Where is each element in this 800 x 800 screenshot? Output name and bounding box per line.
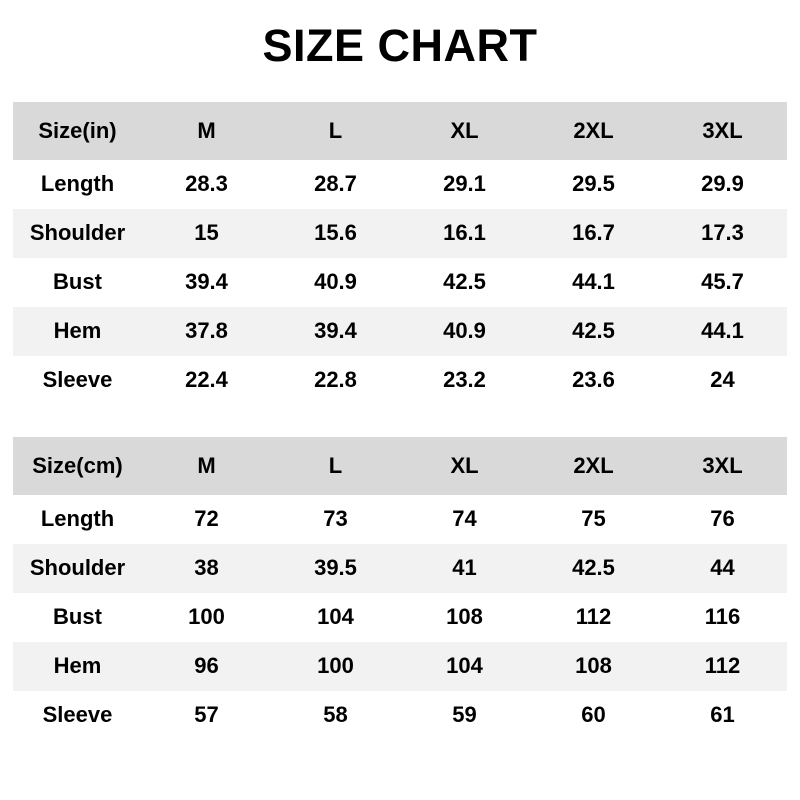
row-label-cell: Shoulder <box>29 555 126 581</box>
table-cell: 39.4 <box>185 269 228 295</box>
table-cell: 16.7 <box>572 220 615 246</box>
row-label-cell: Sleeve <box>42 702 113 728</box>
row-label-cell: Bust <box>53 604 102 630</box>
table-cell: 61 <box>710 702 735 728</box>
table-cell: 29.5 <box>572 171 615 197</box>
header-cell-unit: Size(cm) <box>32 452 123 478</box>
table-header-row: Size(cm) M L XL 2XL 3XL <box>13 436 787 495</box>
table-cell: 60 <box>581 702 606 728</box>
table-cell: 58 <box>323 702 348 728</box>
table-row-bust: Bust 39.4 40.9 42.5 44.1 45.7 <box>13 257 787 307</box>
table-cell: 59 <box>452 702 477 728</box>
table-cell: 22.8 <box>314 367 357 393</box>
row-label-cell: Bust <box>53 269 102 295</box>
row-label-cell: Hem <box>53 318 102 344</box>
table-row-length: Length 28.3 28.7 29.1 29.5 29.9 <box>13 159 787 209</box>
table-cell: 44.1 <box>701 318 744 344</box>
table-row-hem: Hem 37.8 39.4 40.9 42.5 44.1 <box>13 306 787 356</box>
header-cell-size-3xl: 3XL <box>702 452 743 478</box>
header-cell-size-2xl: 2XL <box>573 117 614 143</box>
size-table-cm: Size(cm) M L XL 2XL 3XL Length 72 73 74 … <box>13 436 787 740</box>
table-cell: 100 <box>188 604 225 630</box>
table-cell: 44 <box>710 555 735 581</box>
size-table-inches: Size(in) M L XL 2XL 3XL Length 28.3 28.7… <box>13 101 787 405</box>
table-cell: 29.9 <box>701 171 744 197</box>
table-row-hem: Hem 96 100 104 108 112 <box>13 641 787 691</box>
table-row-sleeve: Sleeve 57 58 59 60 61 <box>13 690 787 740</box>
row-label-cell: Length <box>40 171 115 197</box>
row-label-cell: Sleeve <box>42 367 113 393</box>
header-cell-size-m: M <box>197 117 216 143</box>
table-cell: 15.6 <box>314 220 357 246</box>
header-cell-size-l: L <box>328 117 343 143</box>
table-cell: 42.5 <box>572 318 615 344</box>
table-cell: 76 <box>710 506 735 532</box>
table-cell: 24 <box>710 367 735 393</box>
table-cell: 39.5 <box>314 555 357 581</box>
table-header-row: Size(in) M L XL 2XL 3XL <box>13 101 787 160</box>
table-cell: 104 <box>446 653 483 679</box>
table-cell: 73 <box>323 506 348 532</box>
header-cell-unit: Size(in) <box>38 117 117 143</box>
table-cell: 39.4 <box>314 318 357 344</box>
header-cell-size-3xl: 3XL <box>702 117 743 143</box>
table-cell: 28.7 <box>314 171 357 197</box>
table-cell: 42.5 <box>443 269 486 295</box>
table-cell: 108 <box>446 604 483 630</box>
table-cell: 104 <box>317 604 354 630</box>
table-cell: 29.1 <box>443 171 486 197</box>
table-row-sleeve: Sleeve 22.4 22.8 23.2 23.6 24 <box>13 355 787 405</box>
header-cell-size-l: L <box>328 452 343 478</box>
table-cell: 37.8 <box>185 318 228 344</box>
table-cell: 75 <box>581 506 606 532</box>
table-row-bust: Bust 100 104 108 112 116 <box>13 592 787 642</box>
table-cell: 72 <box>194 506 219 532</box>
table-cell: 40.9 <box>314 269 357 295</box>
table-cell: 112 <box>575 604 612 630</box>
table-cell: 108 <box>575 653 612 679</box>
table-cell: 42.5 <box>572 555 615 581</box>
table-cell: 57 <box>194 702 219 728</box>
table-cell: 44.1 <box>572 269 615 295</box>
header-cell-size-xl: XL <box>450 117 479 143</box>
table-row-shoulder: Shoulder 15 15.6 16.1 16.7 17.3 <box>13 208 787 258</box>
table-cell: 41 <box>452 555 477 581</box>
table-cell: 17.3 <box>701 220 744 246</box>
row-label-cell: Length <box>40 506 115 532</box>
table-row-length: Length 72 73 74 75 76 <box>13 494 787 544</box>
table-cell: 40.9 <box>443 318 486 344</box>
table-cell: 22.4 <box>185 367 228 393</box>
table-cell: 45.7 <box>701 269 744 295</box>
table-cell: 96 <box>194 653 219 679</box>
header-cell-size-2xl: 2XL <box>573 452 614 478</box>
table-cell: 23.2 <box>443 367 486 393</box>
table-cell: 28.3 <box>185 171 228 197</box>
row-label-cell: Hem <box>53 653 102 679</box>
page-title: SIZE CHART <box>262 20 538 71</box>
table-cell: 38 <box>194 555 219 581</box>
table-cell: 112 <box>704 653 741 679</box>
table-row-shoulder: Shoulder 38 39.5 41 42.5 44 <box>13 543 787 593</box>
header-cell-size-xl: XL <box>450 452 479 478</box>
header-cell-size-m: M <box>197 452 216 478</box>
table-cell: 16.1 <box>443 220 486 246</box>
table-cell: 23.6 <box>572 367 615 393</box>
table-cell: 100 <box>317 653 354 679</box>
table-cell: 74 <box>452 506 477 532</box>
table-cell: 116 <box>704 604 741 630</box>
row-label-cell: Shoulder <box>29 220 126 246</box>
table-cell: 15 <box>194 220 219 246</box>
